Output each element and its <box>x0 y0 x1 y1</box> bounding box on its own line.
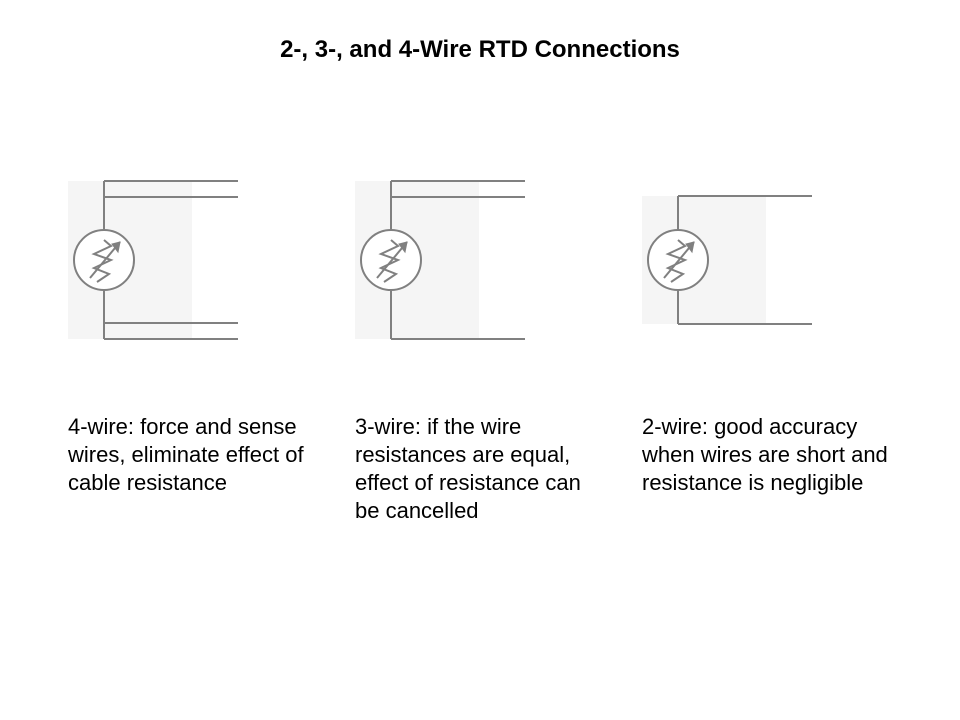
rtd-diagram-three-wire <box>355 175 525 345</box>
diagram-2wire <box>642 155 892 365</box>
caption-4wire: 4-wire: force and sense wires, eliminate… <box>68 413 318 497</box>
rtd-diagram-two-wire <box>642 190 812 330</box>
panels-row: 4-wire: force and sense wires, eliminate… <box>68 155 892 526</box>
panel-3wire: 3-wire: if the wire resistances are equa… <box>355 155 605 526</box>
panel-2wire: 2-wire: good accuracy when wires are sho… <box>642 155 892 526</box>
page-title: 2-, 3-, and 4-Wire RTD Connections <box>0 36 960 64</box>
panel-4wire: 4-wire: force and sense wires, eliminate… <box>68 155 318 526</box>
rtd-diagram-four-wire <box>68 175 238 345</box>
page: 2-, 3-, and 4-Wire RTD Connections 4-wir… <box>0 0 960 720</box>
diagram-4wire <box>68 155 318 365</box>
diagram-3wire <box>355 155 605 365</box>
caption-3wire: 3-wire: if the wire resistances are equa… <box>355 413 605 526</box>
caption-2wire: 2-wire: good accuracy when wires are sho… <box>642 413 892 497</box>
